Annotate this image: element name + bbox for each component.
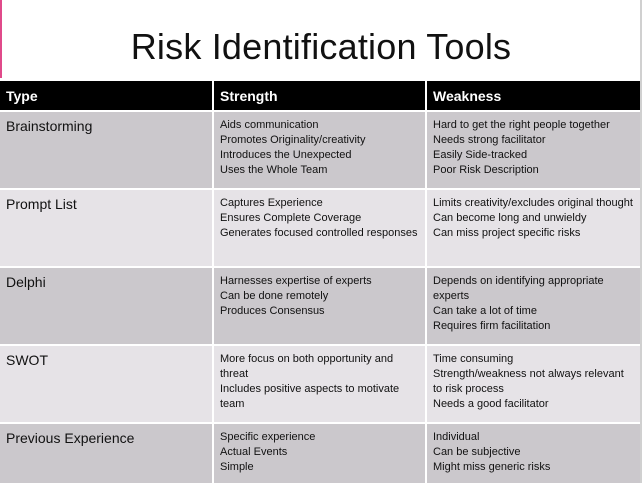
page-title: Risk Identification Tools: [130, 26, 512, 67]
row-strengths: Aids communication Promotes Originality/c…: [213, 110, 427, 189]
strength-item: More focus on both opportunity and threa…: [220, 353, 394, 380]
weakness-item: Can be subjective: [433, 446, 521, 458]
row-strengths: Harnesses expertise of experts Can be don…: [213, 266, 427, 345]
table-row: SWOT More focus on both opportunity and t…: [0, 344, 640, 423]
header-type: Type: [0, 81, 214, 111]
strength-item: Promotes Originality/creativity: [220, 134, 366, 146]
row-weaknesses: Individual Can be subjective Might miss ge…: [426, 422, 640, 483]
weakness-item: Can take a lot of time: [433, 305, 537, 317]
row-type: Brainstorming: [0, 110, 214, 189]
strength-item: Ensures Complete Coverage: [220, 212, 362, 224]
row-weaknesses: Limits creativity/excludes original thou…: [426, 188, 640, 267]
risk-tools-table: Type Strength Weakness Brainstorming Aids…: [0, 81, 640, 483]
row-weaknesses: Depends on identifying appropriate exper…: [426, 266, 640, 345]
weakness-item: Easily Side-tracked: [433, 149, 528, 161]
weakness-item: Hard to get the right people together: [433, 119, 610, 131]
weakness-item: Strength/weakness not always relevant to…: [433, 368, 624, 395]
slide-edge-accent: [0, 0, 2, 78]
row-type: Delphi: [0, 266, 214, 345]
strength-item: Simple: [220, 461, 254, 473]
table-row: Brainstorming Aids communication Promotes …: [0, 110, 640, 189]
strength-item: Can be done remotely: [220, 290, 329, 302]
strength-item: Introduces the Unexpected: [220, 149, 352, 161]
row-type: SWOT: [0, 344, 214, 423]
weakness-item: Limits creativity/excludes original thou…: [433, 197, 633, 209]
weakness-item: Time consuming: [433, 353, 514, 365]
row-weaknesses: Time consuming Strength/weakness not alwa…: [426, 344, 640, 423]
strength-item: Generates focused controlled responses: [220, 227, 418, 239]
row-type: Prompt List: [0, 188, 214, 267]
weakness-item: Depends on identifying appropriate exper…: [433, 275, 604, 302]
table-header-row: Type Strength Weakness: [0, 81, 640, 111]
table-row: Previous Experience Specific experience Ac…: [0, 422, 640, 483]
weakness-item: Might miss generic risks: [433, 461, 551, 473]
strength-item: Uses the Whole Team: [220, 164, 328, 176]
header-strength: Strength: [213, 81, 427, 111]
weakness-item: Requires firm facilitation: [433, 320, 551, 332]
row-strengths: More focus on both opportunity and threa…: [213, 344, 427, 423]
row-type: Previous Experience: [0, 422, 214, 483]
table-row: Prompt List Captures Experience Ensures Co…: [0, 188, 640, 267]
strength-item: Harnesses expertise of experts: [220, 275, 372, 287]
strength-item: Captures Experience: [220, 197, 323, 209]
row-strengths: Specific experience Actual Events Simple: [213, 422, 427, 483]
strength-item: Actual Events: [220, 446, 288, 458]
table-row: Delphi Harnesses expertise of experts Can …: [0, 266, 640, 345]
weakness-item: Can miss project specific risks: [433, 227, 581, 239]
strength-item: Aids communication: [220, 119, 319, 131]
weakness-item: Needs a good facilitator: [433, 398, 549, 410]
strength-item: Produces Consensus: [220, 305, 325, 317]
weakness-item: Needs strong facilitator: [433, 134, 546, 146]
slide-right-border: [640, 0, 642, 483]
weakness-item: Individual: [433, 431, 480, 443]
weakness-item: Poor Risk Description: [433, 164, 539, 176]
row-strengths: Captures Experience Ensures Complete Cove…: [213, 188, 427, 267]
header-weakness: Weakness: [426, 81, 640, 111]
weakness-item: Can become long and unwieldy: [433, 212, 587, 224]
strength-item: Specific experience: [220, 431, 316, 443]
row-weaknesses: Hard to get the right people together Nee…: [426, 110, 640, 189]
strength-item: Includes positive aspects to motivate te…: [220, 383, 400, 410]
